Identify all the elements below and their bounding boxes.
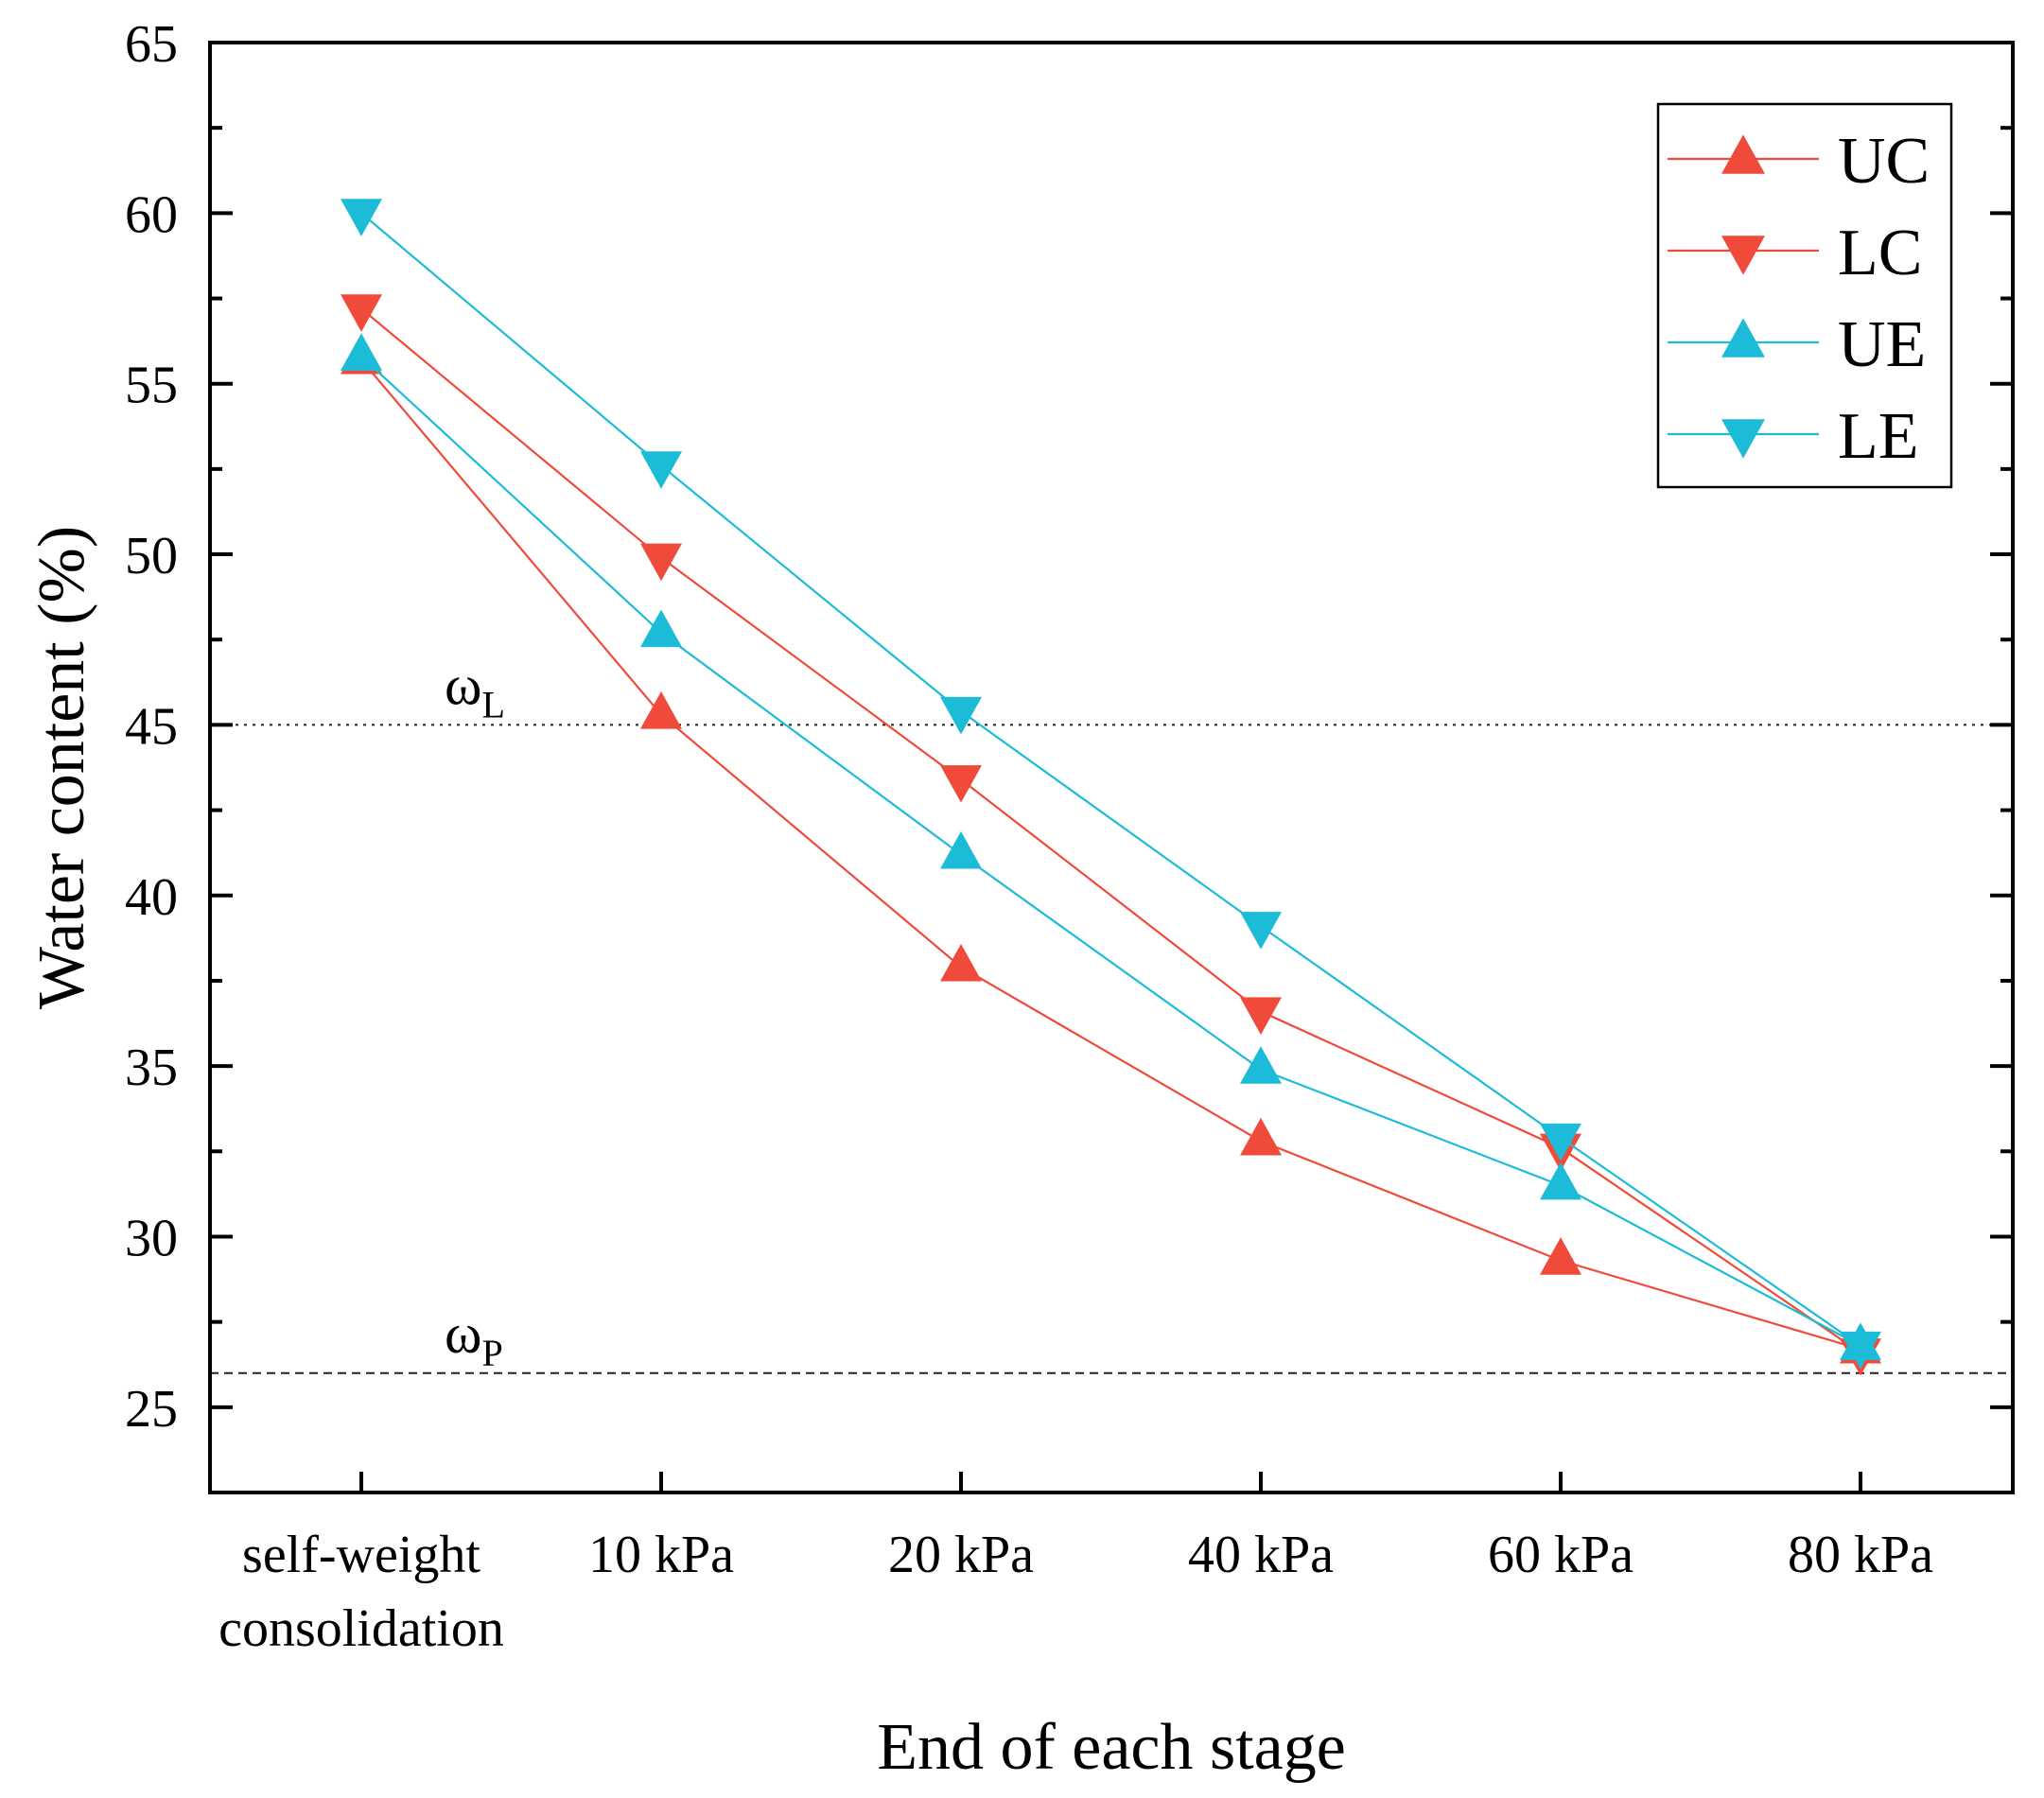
- series-ue: [341, 333, 1881, 1360]
- x-tick-label: self-weight: [242, 1526, 480, 1584]
- legend-label: UC: [1838, 125, 1930, 198]
- data-point-le-3: [1240, 912, 1282, 950]
- legend-item-ue: UE: [1668, 308, 1926, 381]
- y-tick-label: 55: [125, 357, 178, 415]
- data-point-le-4: [1540, 1123, 1581, 1161]
- data-point-ue-3: [1240, 1046, 1282, 1084]
- legend-label: LC: [1838, 217, 1922, 289]
- data-point-lc-0: [341, 294, 382, 332]
- legend: UC LC UE LE: [1656, 102, 1953, 489]
- x-tick-label: consolidation: [218, 1599, 504, 1658]
- data-point-ue-4: [1540, 1161, 1581, 1200]
- y-tick-label: 65: [125, 15, 178, 74]
- plot-frame: [208, 41, 2015, 1494]
- x-tick-label: 80 kPa: [1788, 1526, 1933, 1584]
- legend-marker: [1721, 419, 1765, 459]
- legend-item-le: LE: [1668, 400, 1919, 473]
- series-line-ue: [360, 356, 1861, 1347]
- liquid-limit-label: ωL: [445, 654, 505, 725]
- data-point-lc-2: [940, 765, 982, 803]
- series-le: [341, 199, 1881, 1370]
- data-point-uc-3: [1240, 1117, 1282, 1156]
- series-line-uc: [360, 358, 1861, 1351]
- y-tick-label: 30: [125, 1209, 178, 1267]
- x-tick-label: 60 kPa: [1488, 1526, 1633, 1584]
- data-point-le-0: [341, 199, 382, 236]
- y-tick-label: 45: [125, 697, 178, 756]
- series-line-lc: [360, 307, 1861, 1354]
- data-point-le-5: [1840, 1331, 1881, 1370]
- y-tick-label: 50: [125, 527, 178, 585]
- y-tick-label: 60: [125, 185, 178, 244]
- x-tick-label: 10 kPa: [588, 1526, 734, 1584]
- y-tick-label: 35: [125, 1039, 178, 1097]
- series-layer: [341, 199, 1881, 1376]
- data-point-lc-3: [1240, 997, 1282, 1035]
- x-axis-title: End of each stage: [877, 1711, 1346, 1784]
- data-point-uc-1: [640, 691, 682, 729]
- y-tick-label: 40: [125, 868, 178, 927]
- legend-item-lc: LC: [1668, 217, 1922, 289]
- legend-item-uc: UC: [1668, 125, 1930, 198]
- series-lc: [341, 294, 1881, 1376]
- legend-box: [1656, 102, 1953, 489]
- data-point-uc-2: [940, 943, 982, 982]
- legend-marker: [1721, 236, 1765, 275]
- x-tick-label: 40 kPa: [1188, 1526, 1334, 1584]
- y-axis-title: Water content (%): [26, 526, 98, 1009]
- data-point-lc-1: [640, 543, 682, 582]
- legend-label: LE: [1838, 400, 1919, 473]
- legend-marker: [1721, 134, 1765, 174]
- data-point-uc-4: [1540, 1237, 1581, 1275]
- data-point-le-2: [940, 696, 982, 735]
- data-point-ue-2: [940, 830, 982, 869]
- legend-marker: [1721, 318, 1765, 358]
- x-tick-label: 20 kPa: [888, 1526, 1034, 1584]
- legend-label: UE: [1838, 308, 1926, 381]
- data-point-le-1: [640, 451, 682, 489]
- reference-lines: ωL ωP: [210, 654, 2013, 1374]
- axes: 25 30 35 40 45 50 55 60 65 self-weight consolidati…: [26, 15, 2015, 1784]
- y-tick-label: 25: [125, 1380, 178, 1439]
- data-point-ue-0: [341, 333, 382, 371]
- data-point-ue-1: [640, 609, 682, 648]
- plastic-limit-label: ωP: [445, 1302, 503, 1374]
- series-line-le: [360, 212, 1861, 1347]
